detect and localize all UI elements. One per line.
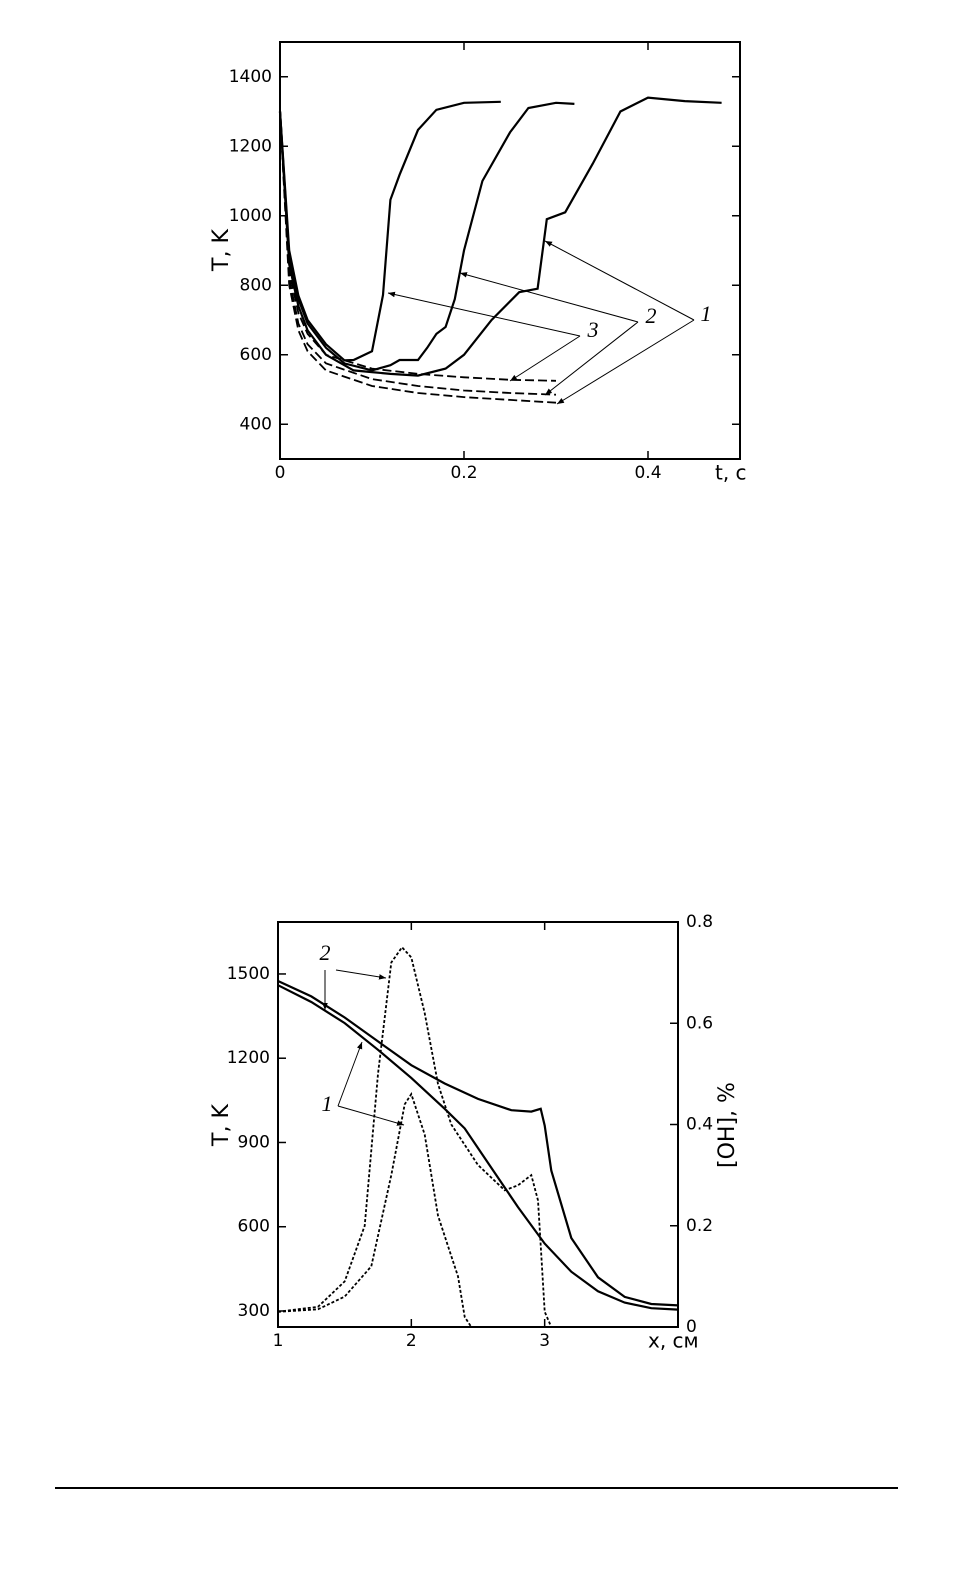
leader-arrow xyxy=(337,1105,405,1126)
series-line xyxy=(278,101,575,372)
y-tick-label: 1200 xyxy=(227,1048,270,1068)
leader-arrow xyxy=(509,335,581,382)
y-tick-label: 1000 xyxy=(229,206,272,226)
leader-arrow xyxy=(335,969,387,980)
plot-frame xyxy=(277,921,679,1328)
y-tick-label: 800 xyxy=(240,275,272,295)
y2-tick-label: 0.8 xyxy=(686,912,713,932)
x-tick-label: 1 xyxy=(273,1331,284,1351)
y-axis-label: T, K xyxy=(209,229,234,272)
leader-arrow xyxy=(459,272,639,323)
curve-label: 2 xyxy=(646,303,657,328)
x-tick-label: 2 xyxy=(406,1331,417,1351)
series-line xyxy=(279,111,557,396)
y2-tick-label: 0.4 xyxy=(686,1115,713,1135)
curve-label: 1 xyxy=(701,301,712,326)
x-axis-label: t, с xyxy=(715,461,747,485)
y-tick-label: 400 xyxy=(240,414,272,434)
curve-label: 2 xyxy=(320,940,331,965)
series-line xyxy=(277,984,679,1311)
y2-tick-label: 0 xyxy=(686,1317,697,1337)
series-line xyxy=(277,980,679,1307)
x-tick-label: 0.2 xyxy=(450,463,477,483)
plot-frame xyxy=(279,41,741,460)
curve-label: 1 xyxy=(322,1091,333,1116)
y2-tick-label: 0.2 xyxy=(686,1216,713,1236)
leader-arrow xyxy=(387,291,581,337)
leader-arrow xyxy=(544,240,695,321)
y-tick-label: 1400 xyxy=(229,67,272,87)
y-tick-label: 900 xyxy=(238,1132,270,1152)
x-tick-label: 0.4 xyxy=(634,463,661,483)
y2-tick-label: 0.6 xyxy=(686,1013,713,1033)
y-tick-label: 600 xyxy=(240,345,272,365)
curve-label: 3 xyxy=(587,317,599,342)
leader-arrow xyxy=(556,319,695,405)
series-line xyxy=(278,96,722,377)
x-tick-label: 0 xyxy=(275,463,286,483)
series-line xyxy=(279,111,557,382)
series-line xyxy=(278,100,501,362)
y-axis-label: T, K xyxy=(209,1104,234,1147)
leader-arrow xyxy=(544,321,639,396)
y-tick-label: 600 xyxy=(238,1217,270,1237)
y-tick-label: 1200 xyxy=(229,136,272,156)
y2-axis-label: [OH], % xyxy=(715,1082,740,1168)
series-line xyxy=(277,1092,678,1328)
y-tick-label: 300 xyxy=(238,1301,270,1321)
series-line xyxy=(279,111,557,404)
y-tick-label: 1500 xyxy=(227,964,270,984)
x-axis-label: x, см xyxy=(648,1329,699,1353)
x-tick-label: 3 xyxy=(539,1331,550,1351)
series-line xyxy=(277,945,678,1328)
leader-arrow xyxy=(337,1041,363,1107)
